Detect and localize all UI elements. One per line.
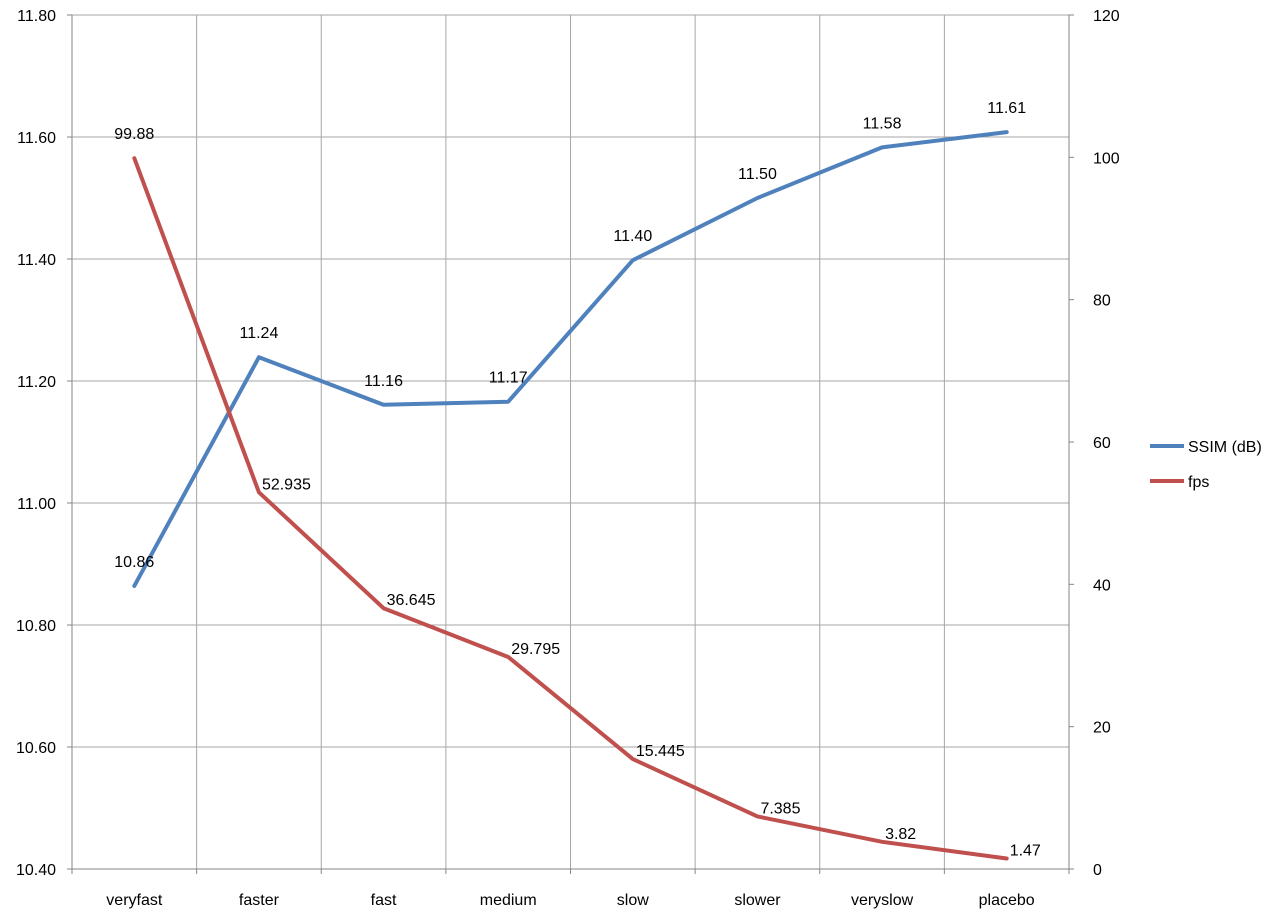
data-labels: 10.86 11.24 11.16 11.17 11.40 11.50 11.58 11.61… (114, 100, 1041, 859)
data-label-ssim: 11.61 (987, 100, 1026, 117)
right-tick-label: 120 (1093, 8, 1120, 25)
right-tick-label: 80 (1093, 293, 1111, 310)
x-category-label: fast (371, 892, 397, 909)
right-tick-label: 20 (1093, 720, 1111, 737)
x-category-label: slow (617, 892, 649, 909)
x-category-label: veryfast (106, 892, 163, 909)
data-label-fps: 52.935 (262, 476, 311, 493)
data-label-ssim: 10.86 (114, 554, 154, 571)
left-tick-label: 10.40 (16, 862, 56, 879)
left-tick-label: 11.20 (17, 374, 56, 391)
x-category-label: medium (480, 892, 537, 909)
series-line-ssim (132, 130, 1009, 588)
data-label-ssim: 11.17 (489, 370, 528, 387)
data-label-fps: 36.645 (387, 592, 436, 609)
x-category-label: faster (239, 892, 280, 909)
data-label-fps: 15.445 (636, 743, 685, 760)
data-label-fps: 7.385 (760, 800, 800, 817)
data-label-fps: 99.88 (114, 126, 154, 143)
x-category-label: veryslow (851, 892, 914, 909)
data-label-fps: 3.82 (885, 826, 916, 843)
legend-entry: SSIM (dB) (1188, 439, 1262, 456)
data-label-ssim: 11.50 (738, 166, 777, 183)
data-label-fps: 1.47 (1010, 843, 1041, 860)
legend-entry: fps (1188, 474, 1209, 491)
gridlines (72, 14, 1069, 869)
data-label-fps: 29.795 (511, 641, 560, 658)
series-line-fps (132, 156, 1009, 861)
left-tick-label: 10.60 (16, 740, 56, 757)
x-category-label: slower (734, 892, 781, 909)
data-label-ssim: 11.58 (863, 115, 902, 132)
right-tick-label: 0 (1093, 862, 1102, 879)
legend: SSIM (dB) fps (1150, 439, 1262, 491)
right-tick-label: 100 (1093, 150, 1120, 167)
x-category-label: placebo (979, 892, 1035, 909)
series (132, 130, 1009, 861)
data-label-ssim: 11.40 (613, 228, 652, 245)
left-tick-label: 11.60 (17, 130, 56, 147)
data-label-ssim: 11.24 (240, 325, 279, 342)
right-tick-label: 40 (1093, 577, 1111, 594)
left-tick-label: 10.80 (16, 618, 56, 635)
tick-labels: 10.40 10.60 10.80 11.00 11.20 11.40 11.60 11.80… (16, 8, 1120, 909)
axes (67, 14, 1074, 874)
left-tick-label: 11.40 (17, 252, 56, 269)
left-tick-label: 11.80 (17, 8, 56, 25)
right-tick-label: 60 (1093, 435, 1111, 452)
data-label-ssim: 11.16 (364, 373, 403, 390)
left-tick-label: 11.00 (17, 496, 56, 513)
